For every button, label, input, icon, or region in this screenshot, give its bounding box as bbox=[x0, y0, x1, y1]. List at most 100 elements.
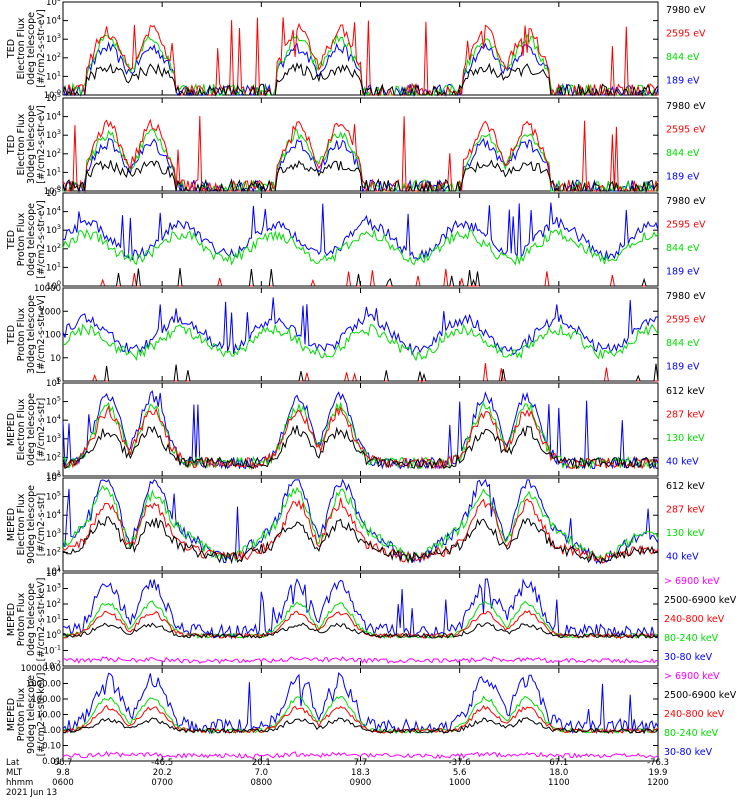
y-tick-label: 104 bbox=[46, 205, 61, 218]
series-line bbox=[62, 516, 659, 565]
x-tick-label: -37.6 bbox=[449, 758, 471, 768]
legend-entry: 7980 eV bbox=[666, 196, 706, 207]
y-axis-label: Proton Flux bbox=[16, 687, 27, 741]
y-tick-label: 1.00 bbox=[42, 726, 61, 736]
series-line bbox=[62, 425, 659, 470]
panel-2: TED Electron Flux 30deg telescope [#/cm2-s-… bbox=[6, 91, 706, 197]
x-tick-label: 0600 bbox=[52, 778, 74, 788]
y-axis-label: 90deg telescope bbox=[26, 485, 37, 564]
y-tick-label: 10000 bbox=[34, 284, 61, 294]
x-row-label: MLT bbox=[6, 768, 23, 778]
y-axis-label: [#/cm2-s-str-keV] bbox=[36, 673, 47, 757]
y-tick-label: 102 bbox=[46, 147, 61, 160]
legend-entry: 80-240 keV bbox=[664, 633, 719, 644]
series-line bbox=[62, 656, 659, 665]
x-tick-label: 66.7 bbox=[54, 758, 73, 768]
series-line bbox=[62, 202, 659, 261]
x-tick-label: 5.6 bbox=[453, 768, 467, 778]
legend-entry: 612 keV bbox=[666, 386, 705, 397]
series-line bbox=[62, 484, 659, 562]
y-tick-label: 103 bbox=[46, 432, 61, 445]
legend-entry: 2595 eV bbox=[666, 29, 706, 40]
legend-entry: 30-80 keV bbox=[664, 652, 713, 663]
legend-entry: 7980 eV bbox=[666, 5, 706, 16]
y-tick-label: 101 bbox=[46, 613, 61, 626]
y-axis-label: 30deg telescope bbox=[26, 105, 37, 184]
series-line bbox=[62, 61, 659, 97]
legend-entry: 189 eV bbox=[666, 76, 700, 87]
legend-entry: 189 eV bbox=[666, 362, 700, 373]
y-axis-label: [#/cm2-s-str-keV] bbox=[36, 578, 47, 662]
x-tick-label: 9.8 bbox=[56, 768, 70, 778]
date-label: 2021 Jun 13 bbox=[6, 788, 57, 798]
y-axis-label: Electron Flux bbox=[16, 398, 27, 460]
y-tick-label: 10.00 bbox=[37, 711, 61, 721]
y-tick-label: 1000.00 bbox=[26, 680, 61, 690]
x-axis-annotation: LatMLThhmm66.79.80600-46.520.2070020.17.… bbox=[6, 758, 669, 798]
x-tick-label: 18.3 bbox=[351, 768, 370, 778]
y-axis-label: MEPED bbox=[6, 413, 17, 446]
legend-entry: 80-240 keV bbox=[664, 728, 719, 739]
series-line bbox=[62, 159, 659, 193]
panel-frame bbox=[62, 287, 659, 382]
series-line bbox=[62, 390, 659, 470]
x-tick-label: -76.3 bbox=[647, 758, 669, 768]
series-line bbox=[63, 268, 658, 287]
series-line bbox=[62, 750, 659, 760]
series-line bbox=[62, 717, 659, 735]
y-tick-label: 102 bbox=[46, 545, 61, 558]
panel-frame bbox=[62, 382, 659, 477]
legend-entry: > 6900 keV bbox=[664, 671, 720, 682]
y-axis-label: Electron Flux bbox=[16, 493, 27, 555]
legend-entry: 7980 eV bbox=[666, 291, 706, 302]
y-tick-label: 101 bbox=[46, 260, 61, 273]
x-tick-label: 18.0 bbox=[549, 768, 568, 778]
y-tick-label: 103 bbox=[46, 128, 61, 141]
x-tick-label: 1200 bbox=[647, 778, 669, 788]
x-tick-label: 7.7 bbox=[354, 758, 368, 768]
x-tick-label: 0700 bbox=[151, 778, 173, 788]
y-axis-label: Electron Flux bbox=[16, 17, 27, 79]
y-axis-label: TED bbox=[6, 135, 17, 155]
y-tick-label: 104 bbox=[46, 14, 61, 27]
x-tick-label: 67.1 bbox=[549, 758, 568, 768]
legend-entry: > 6900 keV bbox=[664, 576, 720, 587]
y-axis-label: 0deg telescope bbox=[26, 12, 37, 85]
legend-entry: 240-800 keV bbox=[664, 709, 725, 720]
y-tick-label: 102 bbox=[46, 51, 61, 64]
y-tick-label: 100 bbox=[45, 331, 61, 341]
y-axis-label: [#/cm2-s-str-eV] bbox=[36, 9, 47, 88]
panel-6: MEPED Electron Flux 90deg telescope [#/cm2-… bbox=[6, 471, 705, 577]
legend-entry: 130 keV bbox=[666, 433, 705, 444]
y-axis-label: TED bbox=[6, 230, 17, 250]
x-tick-label: 0900 bbox=[350, 778, 372, 788]
y-tick-label: 103 bbox=[46, 527, 61, 540]
y-tick-label: 105 bbox=[46, 0, 61, 8]
y-tick-label: 10 bbox=[50, 354, 61, 364]
y-tick-label: 102 bbox=[46, 242, 61, 255]
panel-8: MEPED Proton Flux 90deg telescope [#/cm2-s-… bbox=[6, 664, 737, 767]
y-axis-label: Proton Flux bbox=[16, 307, 27, 361]
y-axis-label: 0deg telescope bbox=[26, 583, 37, 656]
y-axis-label: [#/cm2-s-str] bbox=[36, 493, 47, 556]
legend-entry: 7980 eV bbox=[666, 101, 706, 112]
x-tick-label: 0800 bbox=[251, 778, 273, 788]
x-tick-label: 20.2 bbox=[153, 768, 172, 778]
series-line bbox=[62, 497, 659, 564]
legend-entry: 130 keV bbox=[666, 528, 705, 539]
legend-entry: 240-800 keV bbox=[664, 614, 725, 625]
legend-entry: 40 keV bbox=[666, 552, 699, 563]
y-tick-label: 10000.00 bbox=[20, 664, 61, 674]
legend-entry: 2500-6900 keV bbox=[664, 690, 737, 701]
legend-entry: 287 keV bbox=[666, 410, 705, 421]
x-tick-label: 1000 bbox=[449, 778, 471, 788]
x-tick-label: 20.1 bbox=[252, 758, 271, 768]
panel-5: MEPED Electron Flux 0deg telescope [#/cm2-s… bbox=[6, 376, 705, 482]
y-axis-label: Proton Flux bbox=[16, 212, 27, 266]
x-tick-label: -46.5 bbox=[151, 758, 173, 768]
y-tick-label: 104 bbox=[46, 508, 61, 521]
y-axis-label: 0deg telescope bbox=[26, 203, 37, 276]
y-tick-label: 100.00 bbox=[31, 695, 61, 705]
legend-entry: 844 eV bbox=[666, 243, 700, 254]
legend-entry: 2595 eV bbox=[666, 220, 706, 231]
